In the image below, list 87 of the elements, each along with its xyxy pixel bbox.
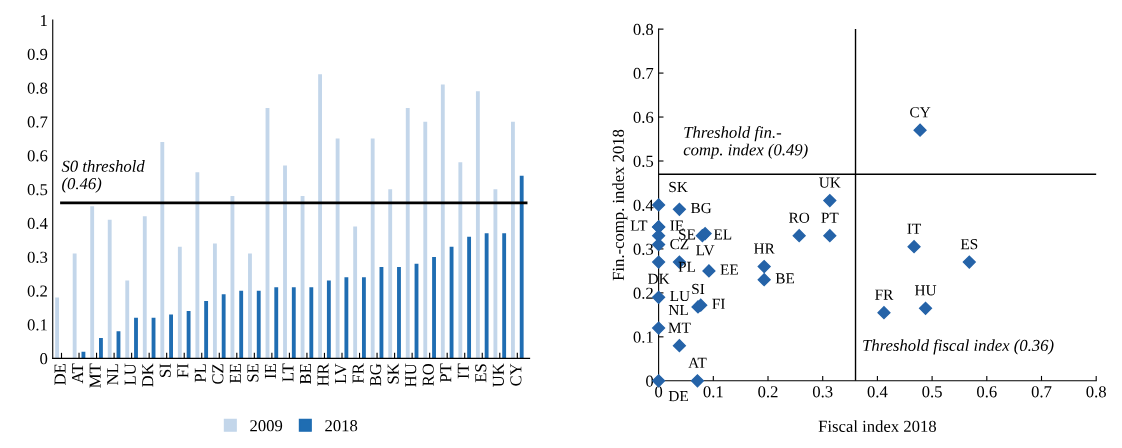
- annotation: EL: [713, 229, 732, 240]
- x-tick-label: 0.1: [703, 386, 723, 398]
- y-tick-label: 0: [40, 353, 48, 365]
- x-tick-label: MT: [89, 363, 101, 388]
- x-tick-label: PT: [440, 363, 452, 383]
- annotation: EE: [720, 264, 738, 275]
- x-tick-label: SI: [159, 363, 171, 377]
- legend-label: 2018: [325, 420, 358, 432]
- x-tick-label: BG: [370, 363, 382, 386]
- ref-line-label: S0 threshold (0.46): [61, 160, 145, 193]
- annotation: BG: [690, 202, 712, 214]
- annotation: SK: [669, 181, 688, 193]
- y-tick-label: 0.5: [27, 183, 48, 196]
- x-tick-label: 0.3: [812, 386, 833, 398]
- x-tick-label: ES: [475, 364, 487, 383]
- annotation: ES: [960, 239, 978, 250]
- y-tick-label: 0.7: [27, 116, 48, 128]
- annotation: CY: [910, 107, 931, 118]
- x-tick-label: IT: [457, 363, 469, 379]
- annotation: LU: [670, 290, 690, 302]
- x-tick-label: CZ: [212, 364, 224, 384]
- annotation: SE: [679, 229, 696, 240]
- y-tick-label: 1: [41, 14, 47, 26]
- y-tick-label: 0.5: [633, 155, 654, 168]
- annotation: HU: [914, 285, 937, 296]
- annotation: MT: [668, 322, 691, 333]
- y-tick-label: 0.4: [633, 199, 654, 211]
- ref-line-label: Threshold fiscal index (0.36): [863, 339, 1054, 355]
- x-tick-label: RO: [422, 363, 434, 386]
- y-tick-label: 0.8: [633, 23, 654, 36]
- y-tick-label: 0.6: [27, 150, 48, 162]
- x-tick-label: 0.5: [922, 386, 942, 398]
- annotation: SI: [692, 283, 705, 295]
- y-tick-label: 0.4: [27, 217, 48, 230]
- y-axis-title: Fin.-comp. index 2018: [612, 129, 628, 281]
- annotation: FI: [712, 298, 725, 309]
- x-tick-label: 0.6: [977, 386, 997, 398]
- x-tick-label: 0.2: [758, 386, 778, 398]
- annotation: PT: [821, 212, 839, 223]
- x-tick-label: 0: [655, 386, 663, 398]
- x-tick-label: LV: [335, 363, 347, 384]
- y-tick-label: 0.9: [27, 48, 48, 60]
- ref-line-label: Threshold fin.- comp. index (0.49): [683, 126, 808, 159]
- x-tick-label: 0.7: [1031, 386, 1052, 398]
- x-tick-label: IE: [264, 364, 276, 379]
- x-tick-label: HU: [405, 363, 417, 387]
- x-tick-label: DE: [54, 364, 66, 385]
- annotation: FR: [875, 289, 894, 300]
- legend-label: 2009: [250, 420, 283, 432]
- y-tick-label: 0.2: [27, 285, 47, 297]
- x-tick-label: FI: [177, 363, 189, 378]
- annotation: HR: [754, 243, 775, 254]
- x-tick-label: FR: [352, 363, 364, 384]
- x-tick-label: LT: [282, 363, 294, 382]
- x-tick-label: 0.8: [1086, 386, 1106, 398]
- y-tick-label: 0.3: [27, 251, 48, 263]
- x-tick-label: CY: [510, 363, 522, 386]
- annotation: BE: [775, 273, 795, 284]
- annotation: NL: [668, 305, 688, 316]
- annotation: PL: [678, 261, 695, 272]
- annotation: CZ: [670, 239, 689, 250]
- annotation: RO: [789, 212, 810, 223]
- annotation: LT: [630, 220, 648, 231]
- y-tick-label: 0.1: [633, 331, 653, 343]
- x-tick-label: AT: [72, 363, 84, 384]
- x-axis-title: Fiscal index 2018: [818, 420, 937, 432]
- annotation: IT: [907, 223, 922, 234]
- y-tick-label: 0.7: [633, 67, 654, 80]
- x-tick-label: PL: [194, 364, 206, 383]
- annotation: UK: [819, 177, 841, 188]
- y-tick-label: 0.6: [633, 111, 654, 124]
- x-tick-label: NL: [107, 364, 119, 385]
- x-tick-label: UK: [492, 363, 504, 387]
- x-tick-label: LU: [124, 363, 136, 385]
- x-tick-label: DK: [142, 363, 154, 387]
- x-tick-label: SK: [387, 363, 399, 384]
- y-tick-label: 0.8: [27, 82, 48, 94]
- y-tick-label: 0.1: [27, 319, 47, 331]
- x-tick-label: 0.4: [867, 386, 888, 398]
- x-tick-label: HR: [317, 363, 329, 386]
- y-tick-label: 0.2: [633, 287, 653, 299]
- annotation: LV: [696, 245, 715, 256]
- x-tick-label: EE: [229, 364, 241, 384]
- x-tick-label: SE: [247, 364, 259, 382]
- annotation: IE: [670, 220, 684, 231]
- y-tick-label: 0.3: [633, 243, 654, 255]
- x-tick-label: BE: [300, 364, 311, 385]
